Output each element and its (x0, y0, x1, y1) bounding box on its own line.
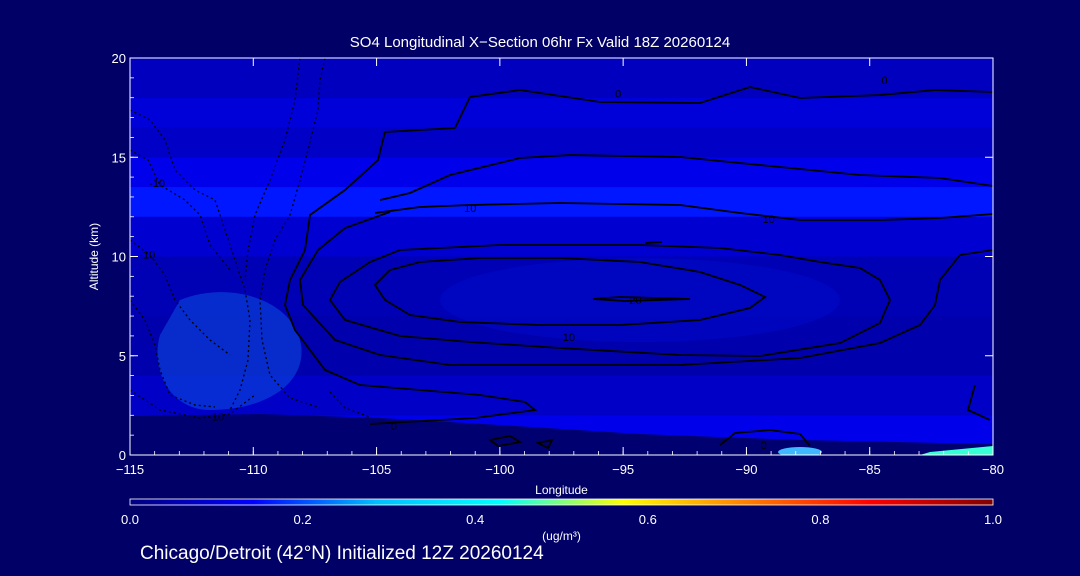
contour-label: 20 (629, 295, 641, 307)
x-tick-label: −85 (859, 462, 881, 477)
colorbar-tick-label: 0.8 (811, 512, 829, 527)
contour-line (966, 384, 991, 421)
chart-title: SO4 Longitudinal X−Section 06hr Fx Valid… (349, 34, 731, 51)
colorbar-tick-label: 0.0 (121, 512, 139, 527)
contour-labels: 0 0 10 10 10 20 -10 -10 -10 0 0 (139, 75, 887, 452)
contour-label: 0 (881, 75, 887, 87)
contour-line (644, 241, 663, 244)
contour-line-negative (259, 58, 326, 409)
contour-line-negative (130, 389, 256, 419)
y-tick-label: 10 (112, 250, 126, 265)
contour-line (719, 429, 811, 447)
colorbar-tick-label: 1.0 (984, 512, 1002, 527)
field-band (130, 127, 993, 158)
field-band (130, 157, 993, 188)
contour-label: 0 (615, 89, 621, 101)
contour-label: 10 (464, 203, 476, 215)
surface-hotspot (778, 447, 822, 455)
x-tick-label: −110 (239, 462, 267, 477)
contour-label: 10 (762, 214, 774, 226)
x-tick-label: −100 (485, 462, 514, 477)
contour-line (284, 127, 538, 425)
colorbar-unit-label: (ug/m³) (542, 529, 581, 543)
y-tick-label: 20 (112, 51, 126, 66)
colorbar-tick-label: 0.2 (294, 512, 312, 527)
y-tick-label: 0 (119, 448, 126, 463)
contour-label: 0 (761, 440, 767, 452)
x-tick-label: −95 (612, 462, 634, 477)
plume-west (157, 292, 302, 410)
contour-line (487, 435, 523, 447)
contour-line-negative (329, 391, 373, 419)
x-tick-label: −80 (982, 462, 1004, 477)
contour-label: 10 (563, 332, 575, 344)
colorbar (129, 498, 994, 506)
contour-line-negative (244, 58, 301, 281)
contour-line (592, 296, 691, 302)
contour-line-negative (130, 239, 231, 356)
contour-label: 0 (391, 421, 397, 433)
field-band (130, 216, 993, 257)
colorbar-ticks: 0.0 0.2 0.4 0.6 0.8 1.0 (ug/m³) (121, 512, 1002, 543)
contour-label: -10 (139, 250, 155, 262)
contour-line-negative (130, 299, 216, 408)
surface-layer (130, 414, 993, 455)
contour-label: -10 (208, 411, 224, 423)
x-axis-label: Longitude (535, 483, 588, 497)
x-tick-label: −115 (116, 462, 144, 477)
y-tick-label: 5 (119, 349, 126, 364)
contour-line-negative (130, 109, 251, 411)
contour-line (328, 244, 891, 357)
contour-line-negative (130, 149, 231, 271)
field-band (130, 187, 993, 217)
contour-lines (130, 58, 993, 450)
surface-hotspot-east (920, 446, 993, 455)
contour-line (379, 154, 993, 201)
contour-line (535, 438, 554, 450)
footer-caption: Chicago/Detroit (42°N) Initialized 12Z 2… (140, 543, 544, 564)
y-axis-label: Altitude (km) (87, 223, 101, 290)
contour-label: -10 (149, 178, 165, 190)
colorbar-tick-label: 0.4 (466, 512, 484, 527)
contour-line (299, 211, 993, 366)
colorbar-tick-label: 0.6 (639, 512, 657, 527)
contour-line (454, 86, 993, 129)
field-band (130, 97, 993, 128)
x-tick-label: −90 (735, 462, 757, 477)
contour-line (373, 257, 767, 326)
field-band (130, 58, 993, 98)
x-tick-label: −105 (362, 462, 391, 477)
y-tick-label: 15 (112, 150, 126, 165)
contour-line (374, 202, 993, 221)
axes: −115 −110 −105 −100 −95 −90 −85 −80 0 5 10 15 20 Long… (87, 51, 1004, 497)
